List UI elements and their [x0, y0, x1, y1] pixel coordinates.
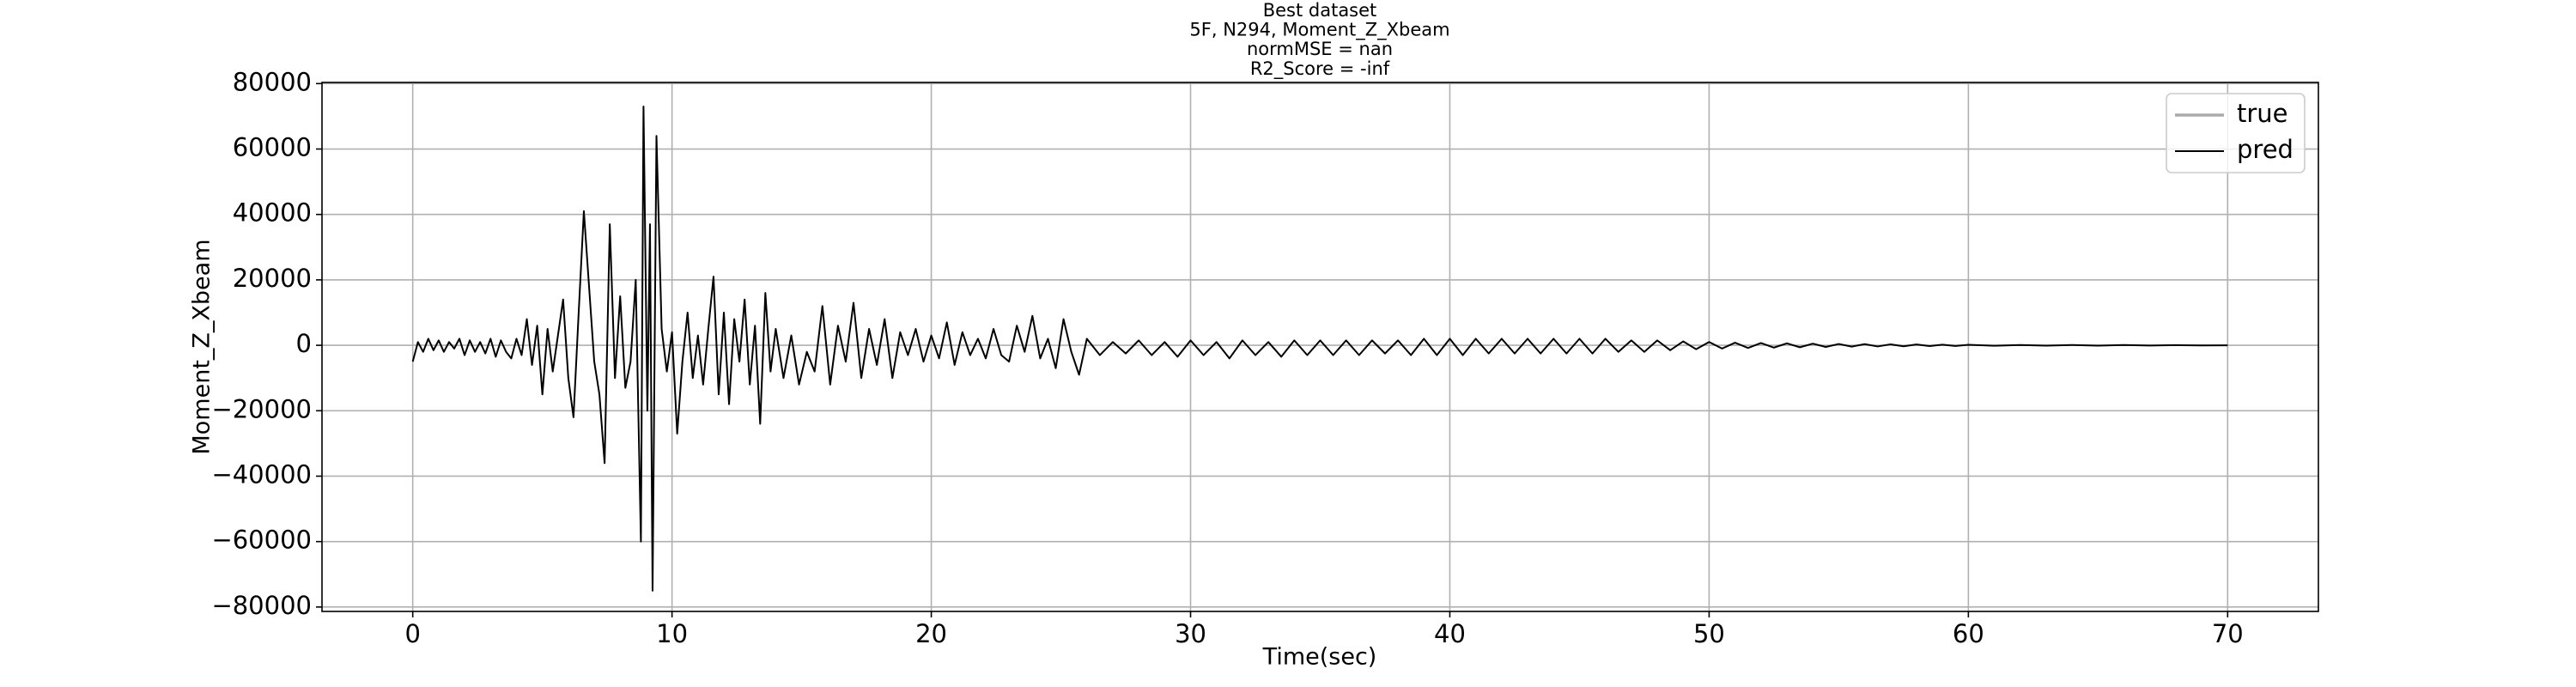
legend-label: pred [2237, 135, 2293, 164]
x-axis-label: Time(sec) [1262, 644, 1377, 671]
chart-title: Best dataset [1263, 0, 1377, 21]
y-tick-label: −20000 [211, 394, 312, 423]
y-axis-label: Moment_Z_Xbeam [189, 239, 216, 454]
x-tick-label: 70 [2212, 619, 2244, 648]
x-tick-label: 30 [1175, 619, 1206, 648]
y-tick-label: 0 [296, 329, 312, 358]
y-tick-label: 40000 [233, 198, 312, 228]
legend-label: true [2237, 99, 2288, 128]
chart-title: R2_Score = -inf [1250, 58, 1390, 80]
series-line [411, 106, 2228, 592]
x-tick-label: 60 [1953, 619, 1984, 648]
y-tick-label: 20000 [233, 264, 312, 293]
chart-title: 5F, N294, Moment_Z_Xbeam [1189, 20, 1449, 41]
x-tick-label: 40 [1434, 619, 1466, 648]
x-tick-label: 10 [656, 619, 688, 648]
legend-box [2166, 93, 2306, 173]
y-tick-label: 60000 [233, 133, 312, 162]
x-tick-label: 50 [1693, 619, 1725, 648]
y-tick-label: −60000 [211, 526, 312, 555]
chart-title: normMSE = nan [1247, 39, 1393, 59]
plot-frame [321, 82, 2319, 612]
y-tick-label: −80000 [211, 591, 312, 620]
y-tick-label: −40000 [211, 459, 312, 489]
y-tick-label: 80000 [233, 67, 312, 96]
x-tick-label: 0 [404, 619, 420, 648]
x-tick-label: 20 [915, 619, 947, 648]
